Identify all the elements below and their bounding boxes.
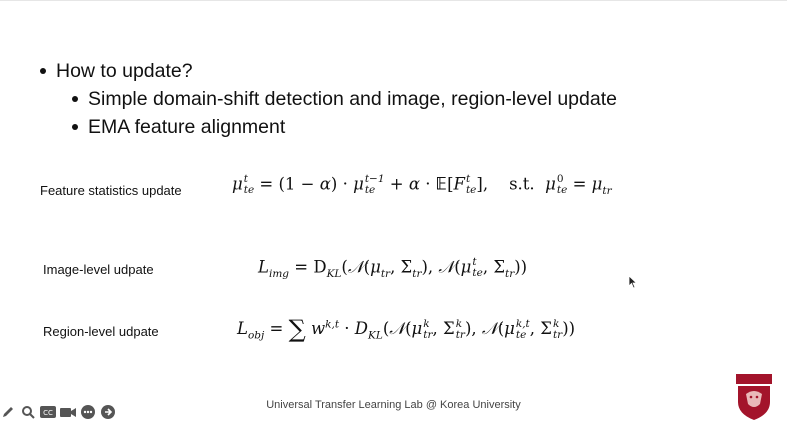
svg-text:CC: CC bbox=[43, 409, 53, 417]
such-that-text: s.t. bbox=[509, 174, 535, 194]
slide-top-border bbox=[0, 0, 787, 1]
pen-icon[interactable] bbox=[0, 404, 16, 420]
image-update-label: Image-level udpate bbox=[43, 262, 154, 277]
cc-icon[interactable]: CC bbox=[40, 404, 56, 420]
more-icon[interactable] bbox=[80, 404, 96, 420]
feature-update-equation: μ t te = (1 − α) · μ t−1 te + α · 𝔼[F t te], s… bbox=[232, 173, 612, 197]
bullet-dot bbox=[72, 96, 78, 102]
bullet-main-text: How to update? bbox=[56, 60, 193, 82]
bullet-dot bbox=[72, 124, 78, 130]
bullet-sub-1: Simple domain-shift detection and image,… bbox=[72, 85, 617, 113]
bullet-sub-1-text: Simple domain-shift detection and image,… bbox=[88, 88, 617, 110]
search-icon[interactable] bbox=[20, 404, 36, 420]
image-update-equation: Limg = DKL(𝒩(μtr, Σtr), 𝒩(μ t te, Σtr)) bbox=[258, 256, 528, 280]
mouse-cursor-icon bbox=[628, 275, 638, 289]
bullet-main: How to update? bbox=[40, 57, 617, 85]
bullet-dot bbox=[40, 68, 46, 74]
region-update-label: Region-level udpate bbox=[43, 324, 159, 339]
bullet-list: How to update? Simple domain-shift detec… bbox=[40, 57, 617, 141]
slide-footer: Universal Transfer Learning Lab @ Korea … bbox=[266, 399, 521, 411]
feature-update-label: Feature statistics update bbox=[40, 183, 182, 198]
forward-icon[interactable] bbox=[100, 404, 116, 420]
camera-icon[interactable] bbox=[60, 404, 76, 420]
bullet-sub-2: EMA feature alignment bbox=[72, 113, 617, 141]
presentation-toolbar: CC bbox=[0, 404, 116, 420]
korea-university-logo bbox=[734, 374, 774, 420]
bullet-sub-2-text: EMA feature alignment bbox=[88, 116, 286, 138]
